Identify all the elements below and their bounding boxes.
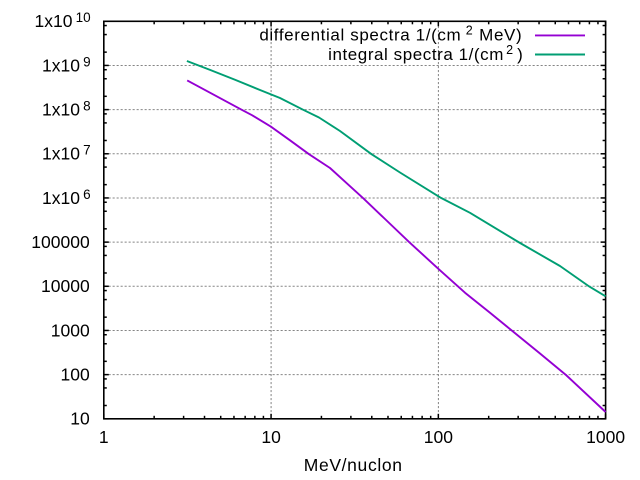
svg-text:10: 10	[70, 409, 90, 429]
svg-text:10: 10	[261, 427, 281, 447]
svg-text:differential spectra 1/(cm2 Me: differential spectra 1/(cm 2 MeV)	[259, 24, 522, 45]
svg-text:MeV/nuclon: MeV/nuclon	[304, 455, 403, 475]
svg-text:1000: 1000	[586, 427, 625, 447]
svg-text:1: 1	[99, 427, 109, 447]
svg-text:10000: 10000	[41, 276, 90, 296]
svg-text:integral spectra 1/(cm2): integral spectra 1/(cm 2)	[328, 43, 523, 64]
svg-text:1000: 1000	[51, 320, 90, 340]
svg-text:100000: 100000	[31, 232, 90, 252]
svg-text:100: 100	[60, 365, 89, 385]
svg-text:100: 100	[424, 427, 453, 447]
